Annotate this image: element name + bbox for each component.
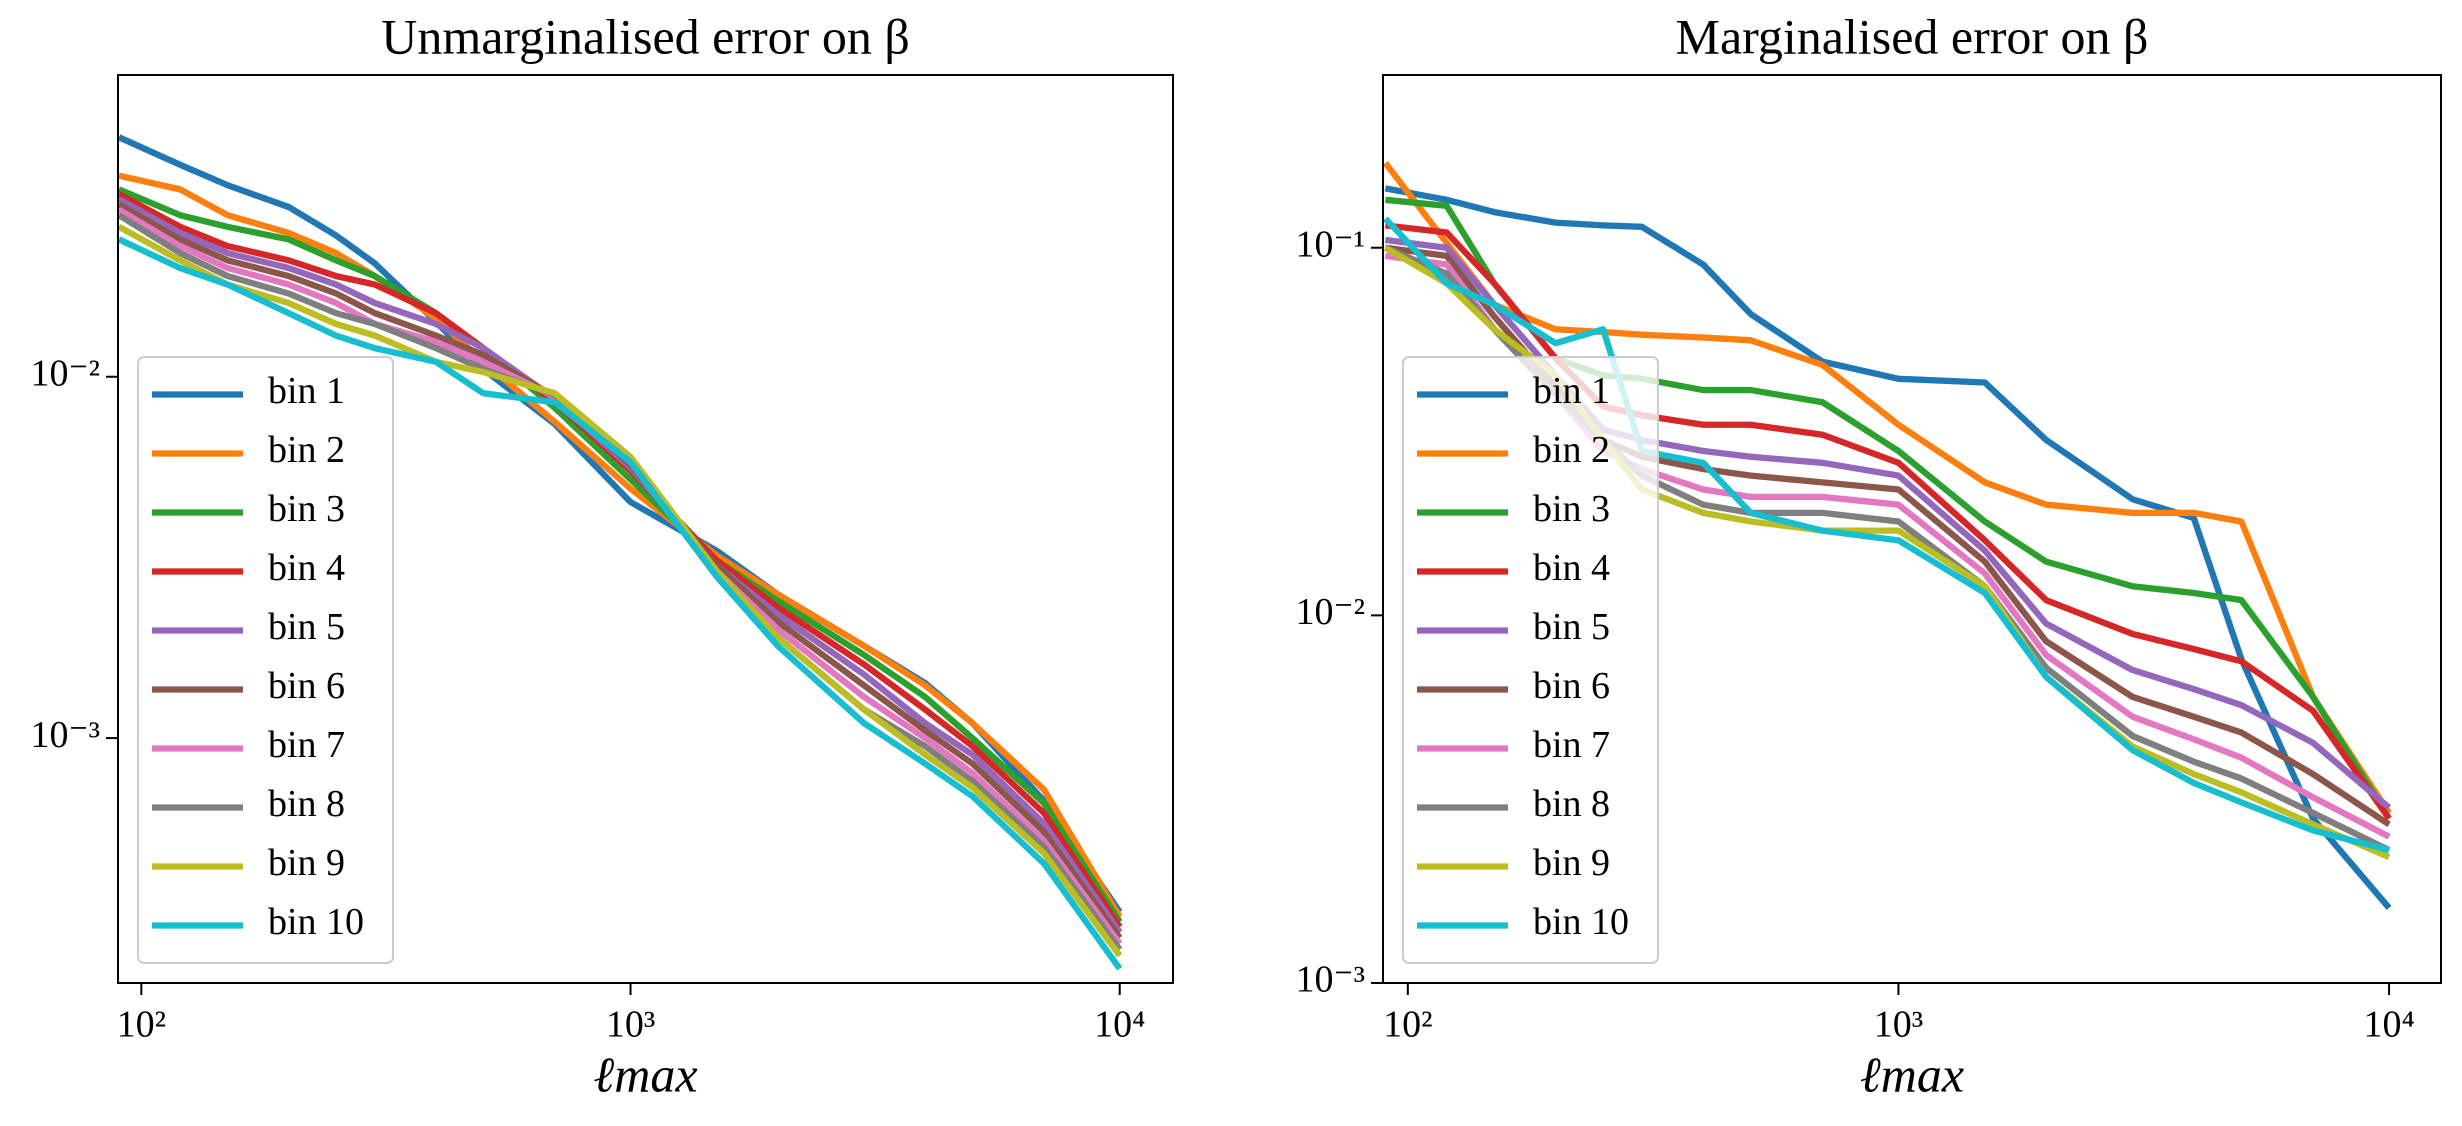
legend-label: bin 10	[268, 901, 364, 943]
x-tick-label: 10⁴	[2363, 1004, 2414, 1046]
legend-label: bin 5	[1533, 606, 1610, 648]
line-series	[118, 172, 1123, 919]
legend-label: bin 9	[1533, 842, 1610, 884]
x-tick-label: 10²	[1383, 1004, 1432, 1046]
legend-box	[1402, 356, 1659, 964]
y-tick-label: 10⁻²	[31, 352, 100, 394]
axes-frame	[117, 74, 1174, 984]
legend-label: bin 5	[268, 606, 345, 648]
x-tick-label: 10⁴	[1094, 1004, 1145, 1046]
line-series	[117, 186, 1123, 924]
legend-label: bin 8	[268, 783, 345, 825]
legend-label: bin 1	[268, 370, 345, 412]
legend-label: bin 4	[268, 547, 345, 589]
x-tick-label: 10³	[606, 1004, 655, 1046]
y-tick-label: 10⁻³	[1296, 959, 1365, 1001]
y-tick-label: 10⁻¹	[1296, 223, 1365, 265]
chart-title: Marginalised error on β	[1676, 8, 2149, 64]
legend-label: bin 2	[1533, 429, 1610, 471]
x-tick-label: 10³	[1874, 1004, 1923, 1046]
line-series	[117, 224, 1123, 958]
legend-label: bin 7	[268, 724, 345, 766]
legend-label: bin 3	[268, 488, 345, 530]
legend-label: bin 10	[1533, 901, 1629, 943]
x-tick-label: 10²	[117, 1004, 166, 1046]
legend-label: bin 7	[1533, 724, 1610, 766]
axes-frame	[1382, 74, 2442, 984]
legend-label: bin 2	[268, 429, 345, 471]
line-series	[1383, 216, 2390, 854]
x-axis-label: ℓmax	[593, 1046, 697, 1102]
y-tick-label: 10⁻²	[1296, 591, 1365, 633]
line-series	[1382, 161, 2392, 815]
legend-label: bin 9	[268, 842, 345, 884]
x-axis-label: ℓmax	[1860, 1046, 1964, 1102]
legend-label: bin 6	[268, 665, 345, 707]
line-series	[1384, 236, 2392, 810]
legend-label: bin 3	[1533, 488, 1610, 530]
legend-box	[137, 356, 394, 964]
legend-label: bin 6	[1533, 665, 1610, 707]
y-tick-label: 10⁻³	[31, 714, 100, 756]
legend-label: bin 1	[1533, 370, 1610, 412]
chart-title: Unmarginalised error on β	[381, 8, 910, 64]
line-series	[117, 236, 1123, 971]
legend-label: bin 8	[1533, 783, 1610, 825]
legend-label: bin 4	[1533, 547, 1610, 589]
